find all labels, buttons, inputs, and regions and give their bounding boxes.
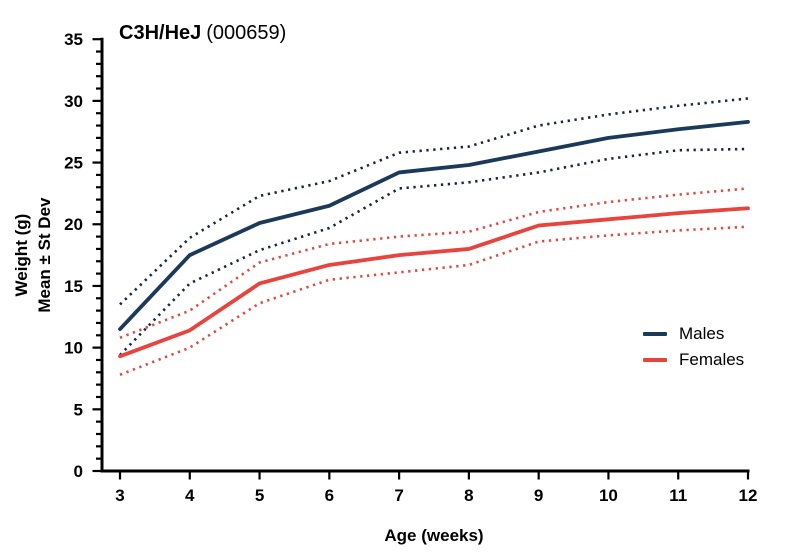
x-tick-label: 10 bbox=[599, 486, 618, 505]
legend-item-females: Females bbox=[643, 347, 744, 373]
y-tick-label: 0 bbox=[74, 462, 83, 481]
legend-item-males: Males bbox=[643, 321, 744, 347]
x-tick-label: 11 bbox=[669, 486, 687, 505]
y-tick-label: 10 bbox=[64, 339, 83, 358]
stock-number: (000659) bbox=[206, 22, 287, 44]
y-axis-title-line1: Weight (g) bbox=[12, 214, 31, 297]
y-axis-title-line2: Mean ± St Dev bbox=[35, 197, 54, 313]
series-line-males-mean bbox=[118, 119, 750, 332]
series-line-males-1-stdev bbox=[119, 147, 749, 356]
y-tick-label: 20 bbox=[64, 215, 83, 234]
x-axis-title: Age (weeks) bbox=[384, 526, 483, 545]
x-tick-label: 7 bbox=[394, 486, 403, 505]
y-tick-label: 35 bbox=[64, 30, 83, 49]
x-tick-label: 5 bbox=[255, 486, 264, 505]
x-tick-label: 3 bbox=[115, 486, 124, 505]
x-tick-label: 4 bbox=[185, 486, 195, 505]
y-tick-label: 15 bbox=[64, 277, 83, 296]
females-line-swatch bbox=[643, 358, 667, 362]
y-tick-label: 30 bbox=[64, 92, 83, 111]
series-line-females-mean bbox=[118, 206, 750, 359]
x-tick-label: 8 bbox=[464, 486, 473, 505]
series-line-males-1-stdev bbox=[119, 97, 749, 306]
y-tick-label: 25 bbox=[64, 154, 83, 173]
chart-title: C3H/HeJ (000659) bbox=[119, 21, 286, 45]
x-tick-label: 6 bbox=[325, 486, 334, 505]
y-tick-label: 5 bbox=[74, 400, 83, 419]
males-legend-label: Males bbox=[679, 324, 725, 343]
strain-name: C3H/HeJ bbox=[119, 22, 202, 44]
x-tick-label: 12 bbox=[739, 486, 758, 505]
x-tick-label: 9 bbox=[534, 486, 543, 505]
males-line-swatch bbox=[643, 332, 667, 336]
chart-legend: Males Females bbox=[643, 321, 744, 373]
females-legend-label: Females bbox=[679, 350, 745, 369]
